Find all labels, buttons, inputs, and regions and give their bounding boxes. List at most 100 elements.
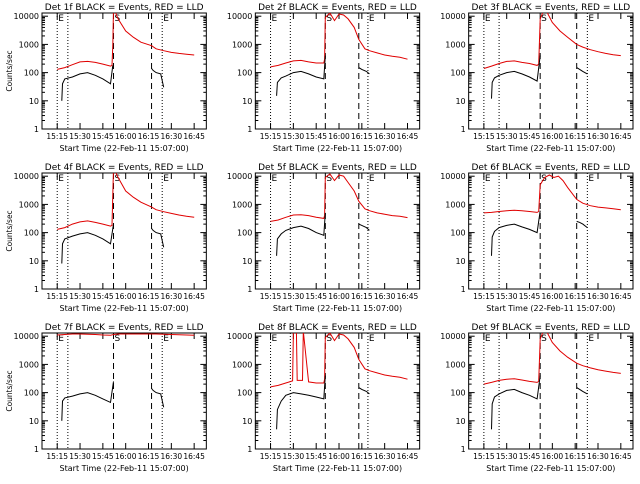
x-tick-label: 16:45 <box>610 452 632 461</box>
y-tick-label: 10000 <box>14 172 39 181</box>
lld-series-line <box>57 173 195 230</box>
plot-frame <box>468 332 634 450</box>
x-tick-label: 15:15 <box>260 292 282 301</box>
y-tick-label: 1 <box>34 285 39 294</box>
x-tick-label: 15:30 <box>283 452 305 461</box>
y-tick-label: 1000 <box>445 40 465 49</box>
y-tick-label: 1000 <box>232 40 252 49</box>
x-tick-label: 15:15 <box>473 132 495 141</box>
events-series-line <box>151 228 165 248</box>
lld-series-line <box>270 173 408 222</box>
event-marker-label: S <box>326 14 332 24</box>
series-group <box>270 173 408 256</box>
events-series-line <box>276 55 326 96</box>
chart-panel-2: Det 2f BLACK = Events, RED = LLD 1 10 100 10… <box>227 3 421 153</box>
chart-title: Det 3f BLACK = Events, RED = LLD <box>471 3 630 13</box>
x-axis-label: Start Time (22-Feb-11 15:07:00) <box>60 144 189 153</box>
x-tick-label: 15:45 <box>92 452 114 461</box>
y-tick-label: 10 <box>242 417 252 426</box>
events-series-line <box>576 67 588 75</box>
y-tick-label: 1 <box>34 125 39 134</box>
event-marker-label: S <box>541 14 547 24</box>
x-tick-label: 16:15 <box>138 132 160 141</box>
x-tick-label: 15:30 <box>496 452 518 461</box>
event-marker-label: E <box>369 14 375 24</box>
lld-series-line <box>483 13 621 69</box>
event-marker-label: E <box>163 334 169 344</box>
x-tick-label: 16:15 <box>564 292 586 301</box>
y-tick-label: 10 <box>455 97 465 106</box>
x-tick-label: 16:00 <box>115 452 137 461</box>
chart-title: Det 2f BLACK = Events, RED = LLD <box>258 3 417 13</box>
x-tick-label: 16:30 <box>161 292 183 301</box>
plot-frame <box>41 332 207 450</box>
events-series-line <box>61 224 114 264</box>
y-tick-label: 1 <box>247 125 252 134</box>
x-tick-label: 15:45 <box>92 132 114 141</box>
x-tick-label: 16:45 <box>397 132 419 141</box>
x-tick-label: 15:30 <box>283 292 305 301</box>
x-tick-label: 15:15 <box>46 452 68 461</box>
y-tick-label: 1 <box>461 285 466 294</box>
events-series-line <box>491 210 541 256</box>
x-tick-label: 16:00 <box>115 132 137 141</box>
y-tick-label: 100 <box>237 69 252 78</box>
x-tick-label: 16:15 <box>138 292 160 301</box>
event-marker-label: E <box>485 174 491 184</box>
y-tick-label: 1 <box>247 445 252 454</box>
x-tick-label: 16:00 <box>328 132 350 141</box>
y-tick-label: 10 <box>242 257 252 266</box>
x-tick-label: 15:30 <box>496 292 518 301</box>
plot-frame <box>468 172 634 290</box>
event-marker-label: S <box>326 334 332 344</box>
x-tick-label: 16:00 <box>542 292 564 301</box>
x-tick-label: 15:15 <box>473 452 495 461</box>
chart-title: Det 8f BLACK = Events, RED = LLD <box>258 323 417 333</box>
y-tick-label: 10000 <box>227 172 252 181</box>
chart-panel-9: Det 9f BLACK = Events, RED = LLD 1 10 100 10… <box>440 323 634 473</box>
y-tick-label: 1 <box>461 445 466 454</box>
x-tick-label: 16:00 <box>542 452 564 461</box>
x-tick-label: 15:30 <box>283 132 305 141</box>
x-tick-label: 16:45 <box>397 292 419 301</box>
chart-panel-1: Det 1f BLACK = Events, RED = LLD 1 10 100 10… <box>5 3 207 153</box>
y-tick-label: 1000 <box>445 200 465 209</box>
x-tick-label: 15:45 <box>519 452 541 461</box>
x-tick-label: 15:45 <box>519 292 541 301</box>
event-marker-label: E <box>485 14 491 24</box>
y-tick-label: 10 <box>242 97 252 106</box>
plot-frame <box>254 332 421 450</box>
event-marker-label: S <box>115 14 121 24</box>
x-axis-label: Start Time (22-Feb-11 15:07:00) <box>273 464 402 473</box>
events-series-line <box>61 65 114 101</box>
x-axis-label: Start Time (22-Feb-11 15:07:00) <box>486 464 615 473</box>
y-tick-label: 1000 <box>19 40 39 49</box>
y-tick-label: 1000 <box>232 360 252 369</box>
x-tick-label: 16:30 <box>374 452 396 461</box>
series-group <box>270 13 408 96</box>
event-marker-label: S <box>541 334 547 344</box>
x-tick-label: 16:45 <box>183 292 205 301</box>
chart-panel-4: Det 4f BLACK = Events, RED = LLD 1 10 100 10… <box>5 163 207 313</box>
event-marker-label: E <box>588 174 594 184</box>
y-tick-label: 10 <box>29 417 39 426</box>
chart-panel-5: Det 5f BLACK = Events, RED = LLD 1 10 100 10… <box>227 163 421 313</box>
chart-title: Det 4f BLACK = Events, RED = LLD <box>45 163 204 173</box>
x-tick-label: 15:15 <box>46 292 68 301</box>
y-tick-label: 1000 <box>19 200 39 209</box>
event-marker-label: E <box>369 174 375 184</box>
x-tick-label: 16:15 <box>564 452 586 461</box>
events-series-line <box>491 55 541 99</box>
series-group <box>483 333 621 430</box>
x-tick-label: 16:45 <box>183 452 205 461</box>
x-tick-label: 15:45 <box>519 132 541 141</box>
x-tick-label: 16:15 <box>351 132 373 141</box>
x-tick-label: 15:45 <box>305 292 327 301</box>
y-axis-label: Counts/sec <box>5 50 14 91</box>
y-tick-label: 10000 <box>440 332 465 341</box>
x-tick-label: 15:30 <box>69 132 91 141</box>
y-tick-label: 10000 <box>440 172 465 181</box>
x-tick-label: 15:15 <box>260 132 282 141</box>
y-tick-label: 1000 <box>232 200 252 209</box>
chart-title: Det 5f BLACK = Events, RED = LLD <box>258 163 417 173</box>
